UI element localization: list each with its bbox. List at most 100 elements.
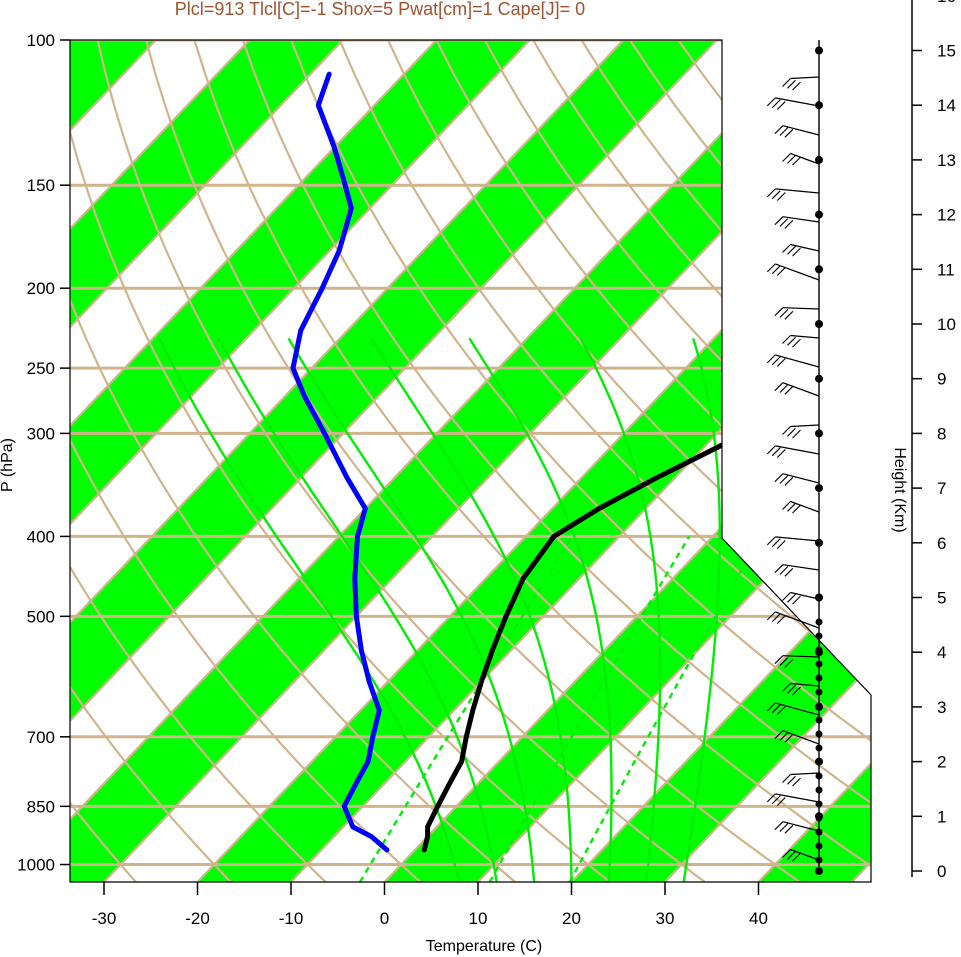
- wind-barb-flag: [776, 449, 786, 458]
- wind-barb-flag: [782, 153, 791, 162]
- dry-adiabat-line: [96, 40, 706, 882]
- wind-barb-flag: [766, 793, 776, 803]
- wind-barb-flag: [782, 78, 791, 87]
- isotherm-line: [664, 40, 871, 882]
- x-tick-label: 10: [469, 909, 488, 928]
- height-tick-label: 9: [937, 370, 946, 389]
- wind-level-dot: [815, 758, 823, 766]
- wind-barb-flag: [779, 309, 789, 318]
- moist-adiabat-line: [579, 337, 662, 882]
- wind-level-dot: [815, 320, 823, 328]
- moist-adiabat-lines: [158, 337, 721, 882]
- height-tick-label: 7: [937, 479, 946, 498]
- x-tick-label: -30: [92, 909, 117, 928]
- moist-adiabat-line: [468, 337, 613, 882]
- height-tick-label: 4: [937, 643, 946, 662]
- wind-barb-flag: [774, 307, 784, 317]
- moist-adiabat-line: [682, 337, 721, 882]
- wind-level-dot: [815, 786, 823, 794]
- dry-adiabat-line: [70, 40, 516, 882]
- wind-level-dot: [815, 210, 823, 219]
- wind-barb-flag: [766, 354, 776, 364]
- isotherm-line: [70, 40, 718, 882]
- wind-barb-flag: [779, 127, 789, 136]
- x-tick-label: 20: [562, 909, 581, 928]
- wind-barb-flag: [774, 564, 784, 574]
- wind-barb-flag: [779, 384, 789, 393]
- wind-barb-flag: [766, 445, 776, 455]
- wind-barb-flag: [784, 385, 794, 395]
- wind-barb-flag: [774, 473, 784, 483]
- wind-level-dot: [815, 867, 823, 875]
- height-tick-label: 11: [937, 260, 955, 279]
- wind-barb-flag: [792, 777, 801, 787]
- wind-barb-flag: [776, 615, 786, 624]
- temperature-bands: [70, 40, 871, 882]
- wind-barb-flag: [792, 429, 801, 439]
- wind-barb-flag: [782, 335, 791, 344]
- wind-barb: [775, 354, 820, 368]
- isotherm-line: [70, 40, 625, 882]
- wind-barb-flag: [776, 540, 786, 549]
- height-tick-label: 16: [937, 0, 956, 6]
- wind-level-dot: [815, 484, 823, 493]
- wind-barb-flag: [792, 595, 801, 605]
- wind-barb-flag: [787, 245, 796, 255]
- wind-barb-flag: [792, 247, 801, 257]
- wind-barb-flag: [787, 775, 796, 785]
- height-axis: 012345678910111213141516: [911, 0, 956, 881]
- wind-level-dot: [815, 730, 823, 738]
- y-axis-title: P (hPa): [0, 438, 16, 492]
- wind-barb-flag: [784, 310, 794, 320]
- wind-barb-flag: [782, 683, 791, 692]
- wind-barb-flag: [787, 593, 796, 603]
- dry-adiabat-line: [193, 40, 871, 882]
- wind-barb: [790, 243, 820, 252]
- chart-title: Plcl=913 Tlcl[C]=-1 Shox=5 Pwat[cm]=1 Ca…: [175, 0, 585, 19]
- wind-barb-flag: [784, 476, 794, 486]
- mixing-ratio-lines: [358, 535, 762, 882]
- wind-level-dot: [815, 674, 823, 682]
- wind-barb-flag: [779, 475, 789, 484]
- wind-barb: [790, 591, 820, 600]
- wind-barb-flag: [771, 447, 781, 457]
- wind-barb-flag: [766, 263, 776, 273]
- wind-barb-flag: [771, 704, 781, 714]
- wind-barb: [790, 76, 820, 80]
- x-axis: -30 -20 -10 0 10 20 30 40: [92, 882, 768, 928]
- wind-barb-flag: [774, 382, 784, 392]
- wind-barb-flag: [774, 730, 784, 740]
- sounding-profiles: [290, 71, 871, 853]
- wind-level-dot: [815, 265, 823, 274]
- wind-barb: [775, 702, 820, 716]
- height-tick-label: 10: [937, 315, 956, 334]
- wind-barb-flag: [784, 219, 794, 229]
- wind-barb-flag: [782, 849, 791, 858]
- wind-barb-flag: [784, 567, 794, 577]
- wind-barb-flag: [766, 188, 776, 198]
- isotherm-line: [70, 40, 438, 882]
- wind-barb: [775, 97, 820, 107]
- wind-barb: [790, 424, 820, 428]
- y-tick-label: 1000: [17, 856, 55, 875]
- wind-barb-flag: [776, 192, 786, 201]
- wind-barb-flag: [766, 97, 776, 107]
- y-tick-label: 100: [27, 31, 55, 50]
- height-tick-label: 6: [937, 534, 946, 553]
- wind-barb-flag: [787, 79, 796, 89]
- wind-barb-flag: [784, 824, 794, 834]
- wind-barb-flag: [771, 265, 781, 275]
- isotherm-line: [70, 40, 344, 882]
- wind-barb-flag: [792, 338, 801, 348]
- x-tick-label: 30: [656, 909, 675, 928]
- temperature-band: [70, 40, 343, 882]
- dry-adiabat-line: [70, 40, 327, 882]
- isotherm-line: [757, 40, 871, 882]
- mixing-ratio-line: [568, 535, 762, 882]
- dry-adiabat-line: [387, 40, 871, 882]
- wind-barb-flag: [787, 850, 796, 860]
- wind-barb-flag: [771, 795, 781, 805]
- wind-barb-flag: [784, 128, 794, 138]
- wind-barb-flag: [779, 218, 789, 227]
